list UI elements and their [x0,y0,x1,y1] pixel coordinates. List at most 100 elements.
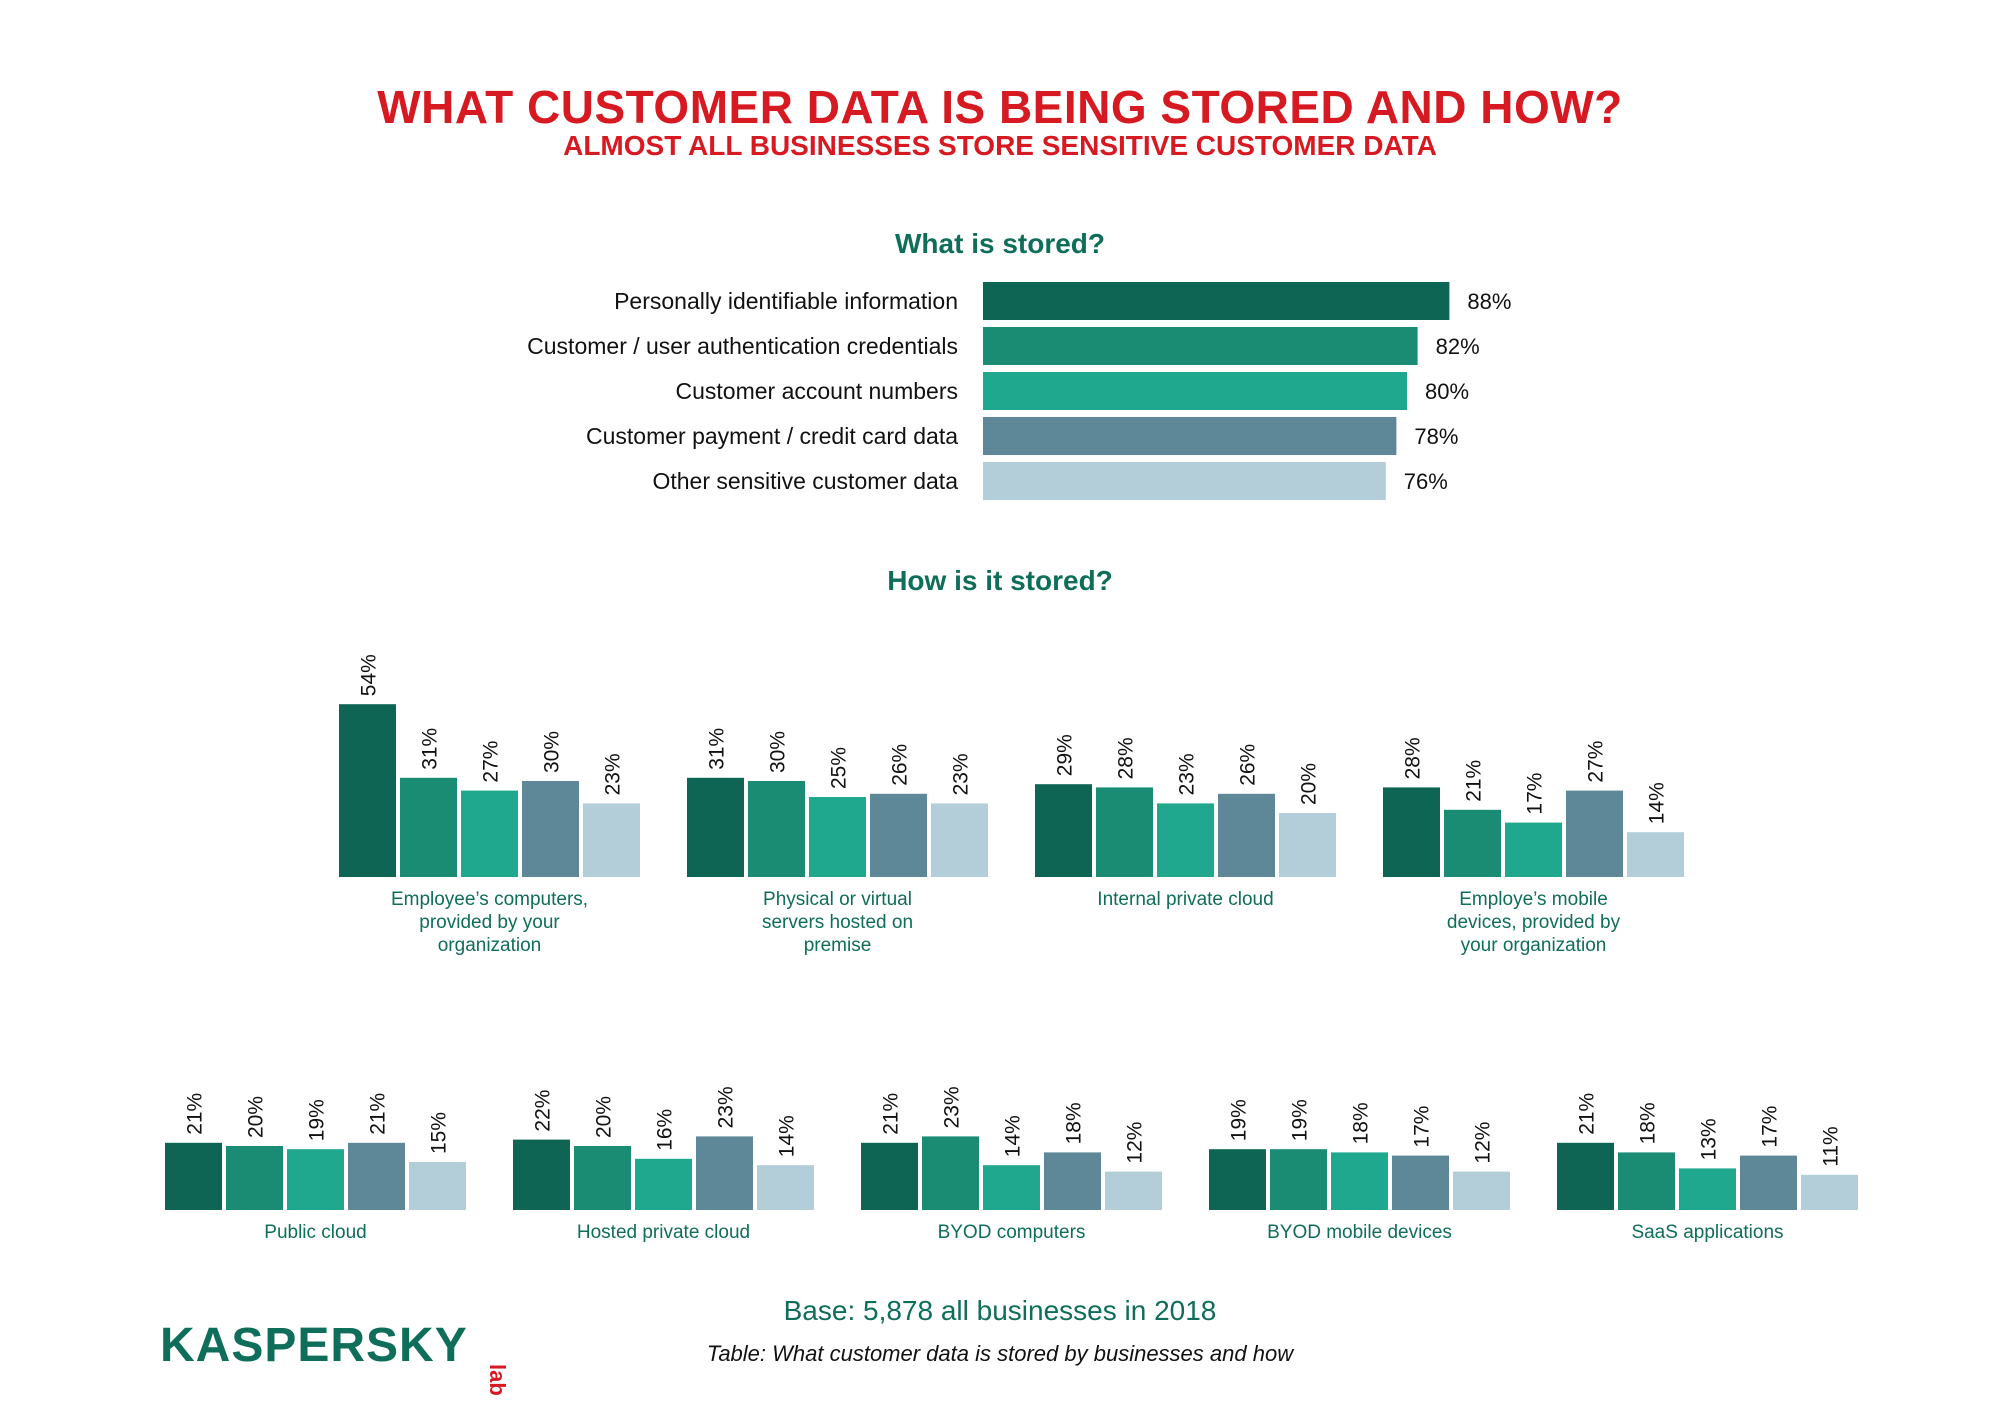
bar-value-label: 23% [602,753,625,795]
group-label: SaaS applications [1631,1222,1783,1243]
storage-bar [339,704,396,877]
bar-value-label: 27% [480,741,503,783]
bar-value-label: 28% [1115,737,1138,779]
storage-bar [687,777,744,877]
group-label: your organization [1461,935,1607,956]
storage-bar [1383,787,1440,877]
bar-value-label: 26% [1237,744,1260,786]
what-is-stored-chart: Personally identifiable information 88% Cu… [527,282,1511,500]
bar-value-label: 21% [1463,760,1486,802]
bar-value-label: 14% [776,1115,799,1157]
bar-value-label: 14% [1002,1115,1025,1157]
storage-bar [1505,822,1562,877]
bar-value-label: 15% [428,1112,451,1154]
group-label: Employe’s mobile [1459,889,1608,910]
storage-bar [409,1162,466,1210]
group-label: organization [438,935,542,956]
storage-bar [226,1146,283,1210]
group-label: servers hosted on [762,912,913,933]
group-label: Internal private cloud [1097,889,1273,910]
kaspersky-logo: KASPERSKY lab [160,1314,510,1396]
value-label: 78% [1414,424,1458,449]
bar-value-label: 14% [1646,782,1669,824]
bar-value-label: 12% [1124,1122,1147,1164]
storage-group: 29% 28% 23% 26% 20% Internal private cloud [1035,734,1336,910]
storage-bar [922,1136,979,1210]
bar-value-label: 21% [184,1093,207,1135]
group-label: Public cloud [264,1222,366,1243]
storage-bar [1627,832,1684,877]
storage-bar [1331,1152,1388,1210]
storage-bar [931,803,988,877]
storage-bar [696,1136,753,1210]
storage-bar [287,1149,344,1210]
chart-subtitle: ALMOST ALL BUSINESSES STORE SENSITIVE CU… [563,130,1437,161]
storage-bar [1105,1171,1162,1210]
value-label: 88% [1467,289,1511,314]
bar-value-label: 18% [1063,1102,1086,1144]
storage-bar [574,1146,631,1210]
table-caption: Table: What customer data is stored by b… [706,1341,1294,1366]
storage-bar [748,781,805,877]
storage-group: 28% 21% 17% 27% 14% Employe’s mobiledevices, … [1383,737,1684,956]
bar-value-label: 22% [532,1090,555,1132]
category-label: Customer / user authentication credentia… [527,333,958,359]
storage-bar [348,1142,405,1210]
bar-value-label: 19% [1228,1099,1251,1141]
group-label: BYOD computers [938,1222,1086,1243]
bar-value-label: 12% [1472,1122,1495,1164]
storage-bar [1392,1155,1449,1210]
bar-value-label: 21% [880,1093,903,1135]
category-label: Personally identifiable information [614,288,958,314]
how-is-it-stored-heading: How is it stored? [887,565,1113,596]
storage-bar [165,1142,222,1210]
group-label: Physical or virtual [763,889,912,910]
category-label: Customer account numbers [675,378,958,404]
bar-value-label: 29% [1054,734,1077,776]
chart-title: WHAT CUSTOMER DATA IS BEING STORED AND H… [377,81,1623,133]
bar-value-label: 23% [941,1086,964,1128]
bar-value-label: 23% [1176,753,1199,795]
bar-value-label: 21% [367,1093,390,1135]
storage-bar [583,803,640,877]
bar-value-label: 18% [1637,1102,1660,1144]
logo-wordmark: KASPERSKY [160,1319,468,1372]
value-label: 82% [1436,334,1480,359]
bar-value-label: 30% [767,731,790,773]
bar-value-label: 17% [1524,773,1547,815]
storage-group: 21% 20% 19% 21% 15% Public cloud [165,1093,466,1243]
storage-bar [1270,1149,1327,1210]
storage-group: 19% 19% 18% 17% 12% BYOD mobile devices [1209,1099,1510,1243]
bar-value-label: 21% [1576,1093,1599,1135]
storage-bar [983,1165,1040,1210]
group-label: BYOD mobile devices [1267,1222,1452,1243]
storage-bar [1279,813,1336,877]
bar-value-label: 16% [654,1109,677,1151]
storage-bar [1453,1171,1510,1210]
category-label: Other sensitive customer data [652,468,958,494]
storage-group: 21% 23% 14% 18% 12% BYOD computers [861,1086,1162,1243]
storage-bar [1618,1152,1675,1210]
storage-bar [861,1142,918,1210]
bar-value-label: 31% [706,728,729,770]
value-label: 80% [1425,379,1469,404]
bar-value-label: 25% [828,747,851,789]
storage-bar [809,797,866,877]
bar-value-label: 17% [1759,1106,1782,1148]
storage-group: 22% 20% 16% 23% 14% Hosted private cloud [513,1086,814,1243]
storage-bar [1557,1142,1614,1210]
base-note: Base: 5,878 all businesses in 2018 [783,1295,1217,1326]
storage-bar [635,1158,692,1210]
storage-bar [1035,784,1092,877]
storage-bar [461,790,518,877]
bar-value-label: 20% [593,1096,616,1138]
group-label: premise [804,935,872,956]
stored-bar [983,282,1450,320]
storage-bar [870,793,927,877]
storage-bar [513,1139,570,1210]
storage-bar [1044,1152,1101,1210]
how-is-it-stored-chart: 54% 31% 27% 30% 23% Employee’s computers,prov… [165,654,1858,1243]
bar-value-label: 26% [889,744,912,786]
group-label: Hosted private cloud [577,1222,750,1243]
stored-bar [983,462,1386,500]
